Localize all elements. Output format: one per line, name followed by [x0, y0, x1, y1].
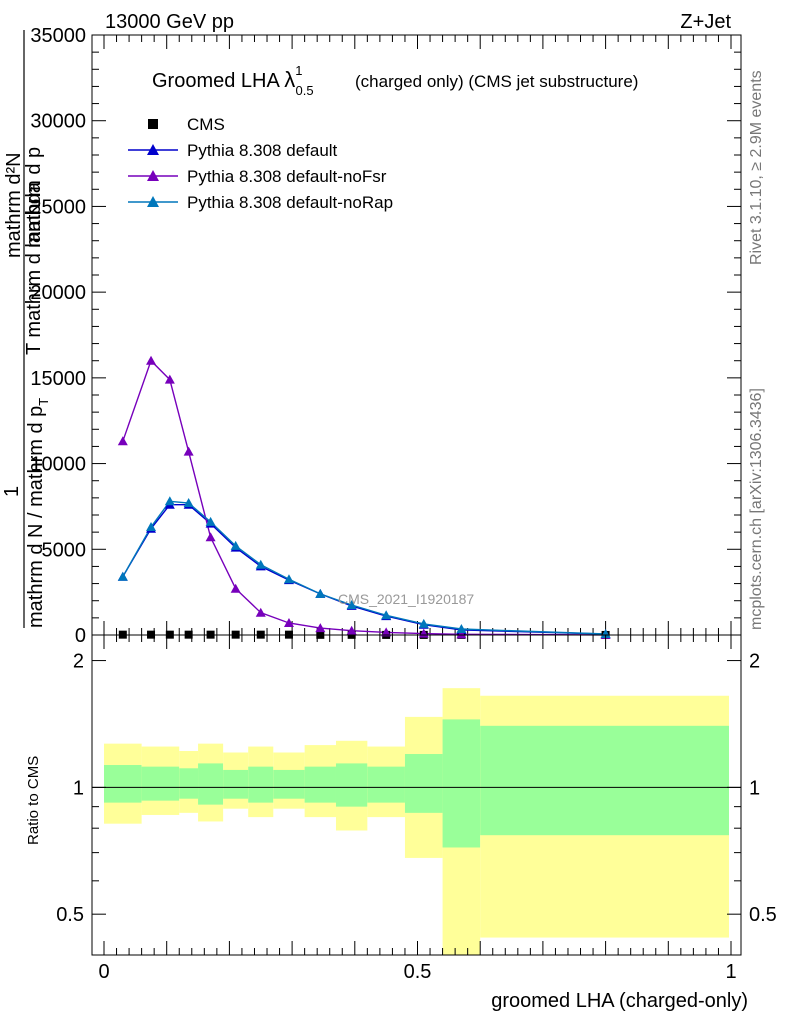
data-point-mc	[117, 436, 128, 446]
legend-marker-cms	[148, 119, 158, 129]
main-ytick-label: 35000	[30, 25, 86, 47]
ratio-band-inner	[404, 754, 443, 813]
ratio-ticks: 0.5 0.5 1 1 2 2 0 0.5 1	[56, 635, 777, 983]
data-point-mc	[346, 600, 357, 609]
series-line	[122, 500, 606, 635]
data-point-mc	[205, 532, 216, 542]
main-ytick-label: 10000	[30, 454, 86, 476]
legend-marker	[147, 196, 159, 207]
data-point-mc	[456, 624, 467, 633]
ylabel-overlay-b: mathrm d p	[23, 147, 45, 248]
title-symbol: λ	[284, 67, 295, 92]
main-ytick-label: 5000	[42, 539, 87, 561]
ylabel-numerator: 1	[1, 486, 23, 497]
data-point-mc	[230, 540, 241, 550]
process-label: Z+Jet	[680, 11, 731, 33]
main-ytick-label: 0	[75, 625, 86, 647]
ratio-band-inner	[335, 763, 368, 807]
data-point-mc	[346, 625, 357, 635]
data-point-mc	[418, 618, 429, 628]
ratio-band-inner	[367, 766, 405, 803]
ratio-band-inner	[304, 766, 336, 803]
main-ytick-label: 15000	[30, 368, 86, 390]
ratio-band-inner	[223, 769, 249, 799]
ratio-ylabel: Ratio to CMS	[25, 756, 42, 845]
data-point-mc	[164, 374, 175, 384]
rivet-label: Rivet 3.1.10, ≥ 2.9M events	[748, 70, 765, 265]
ratio-band-inner	[198, 763, 224, 805]
data-point-mc	[315, 588, 326, 598]
legend: CMS Pythia 8.308 default Pythia 8.308 defa…	[128, 115, 393, 212]
ratio-band-inner	[480, 725, 729, 836]
mcplots-label: mcplots.cern.ch [arXiv:1306.3436]	[748, 388, 765, 630]
ratio-plot: 0.5 0.5 1 1 2 2 0 0.5 1 Ratio to CMS groomed LHA…	[25, 634, 777, 1012]
main-plot: 0 5000 10000 15000 20000 25000 30000 35000 Groo…	[1, 25, 742, 647]
ratio-ytick-label-right: 1	[749, 777, 760, 799]
title-sup: 1	[295, 63, 302, 78]
ylabel-overlay-c: T mathrm d lambda	[23, 181, 45, 355]
data-point-mc	[183, 498, 194, 507]
ratio-band-inner	[141, 766, 180, 801]
ratio-ytick-label: 1	[73, 777, 84, 799]
data-point-mc	[283, 574, 294, 584]
legend-marker	[147, 170, 159, 181]
data-point-mc	[315, 623, 326, 633]
data-point-mc	[146, 522, 157, 531]
ratio-ytick-label: 2	[73, 651, 84, 673]
data-point-mc	[381, 627, 392, 637]
legend-label: Pythia 8.308 default-noRap	[187, 193, 393, 212]
ylabel-denominator-text: mathrm d N / mathrm d p	[25, 406, 47, 628]
data-point-mc	[381, 610, 392, 620]
main-plot-title: Groomed LHA λ1 0.5	[152, 63, 314, 98]
main-ytick-label: 25000	[30, 196, 86, 218]
ratio-plot-frame	[91, 634, 742, 956]
ratio-band-inner	[248, 766, 274, 803]
data-point-mc	[230, 583, 241, 593]
data-point-mc	[183, 446, 194, 456]
legend-label: Pythia 8.308 default	[187, 141, 338, 160]
ratio-ytick-label-right: 0.5	[749, 904, 777, 926]
data-point-mc	[600, 628, 611, 638]
series-line	[122, 359, 606, 636]
legend-label: Pythia 8.308 default-noFsr	[187, 167, 387, 186]
data-point-mc	[255, 607, 266, 617]
ratio-band-inner	[179, 768, 199, 799]
ratio-xtick-label: 0	[98, 961, 109, 983]
ratio-ytick-label: 0.5	[56, 904, 84, 926]
data-point-mc	[255, 559, 266, 569]
ratio-bands	[104, 688, 729, 955]
ylabel-sub: T	[36, 398, 51, 406]
main-y-ticks: 0 5000 10000 15000 20000 25000 30000 35000	[30, 25, 741, 647]
data-point-mc	[117, 571, 128, 581]
ratio-xtick-label: 1	[725, 961, 736, 983]
data-point-mc	[164, 496, 175, 506]
main-ytick-label: 30000	[30, 111, 86, 133]
title-rest: (charged only) (CMS jet substructure)	[355, 72, 638, 91]
ratio-xlabel: groomed LHA (charged-only)	[491, 990, 748, 1012]
ratio-ytick-label-right: 2	[749, 651, 760, 673]
ylabel-overlay-a: mathrm d²N	[3, 152, 25, 258]
data-point-mc	[146, 355, 157, 365]
title-main: Groomed LHA	[152, 70, 284, 92]
main-ytick-label: 20000	[30, 282, 86, 304]
ratio-band-inner	[104, 765, 142, 803]
series-line	[122, 504, 606, 635]
ratio-band-inner	[273, 769, 305, 799]
data-point-mc	[283, 618, 294, 627]
data-point-mc	[456, 629, 467, 639]
legend-marker	[147, 144, 159, 155]
watermark: CMS_2021_I1920187	[338, 591, 474, 607]
ylabel-denominator: mathrm d N / mathrm d pT	[25, 398, 51, 628]
ratio-band-inner	[442, 719, 481, 848]
data-point-mc	[205, 516, 216, 526]
title-sub: 0.5	[296, 83, 314, 98]
ratio-xtick-label: 0.5	[404, 961, 432, 983]
legend-label: CMS	[187, 115, 225, 134]
energy-label: 13000 GeV pp	[105, 11, 234, 33]
